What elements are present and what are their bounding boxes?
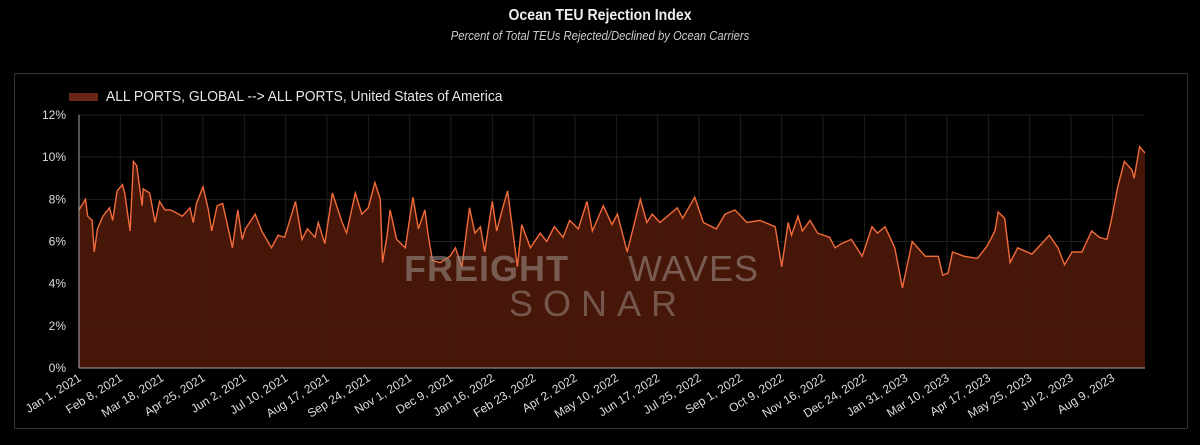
y-tick-label: 12% <box>42 108 66 122</box>
y-tick-label: 4% <box>49 277 67 291</box>
axes <box>78 115 1145 369</box>
watermark-sonar: SONAR <box>509 283 687 324</box>
y-tick-label: 0% <box>49 361 67 375</box>
series-line <box>78 145 1146 289</box>
watermark: FREIGHT WAVES SONAR <box>404 248 759 324</box>
chart-title: Ocean TEU Rejection Index <box>508 7 692 24</box>
y-tick-label: 10% <box>42 150 66 164</box>
legend-label: ALL PORTS, GLOBAL --> ALL PORTS, United … <box>106 88 503 105</box>
watermark-freight: FREIGHT <box>404 248 569 289</box>
y-tick-label: 2% <box>49 319 67 333</box>
legend[interactable]: ALL PORTS, GLOBAL --> ALL PORTS, United … <box>69 88 537 105</box>
y-tick-label: 6% <box>49 235 67 249</box>
legend-swatch <box>69 92 98 101</box>
chart-subtitle: Percent of Total TEUs Rejected/Declined … <box>450 29 750 43</box>
y-axis-ticks: 0% 2% 4% 6% 8% 10% 12% <box>42 108 66 375</box>
series-area <box>79 146 1145 368</box>
y-tick-label: 8% <box>49 192 67 206</box>
watermark-waves: WAVES <box>628 248 759 289</box>
